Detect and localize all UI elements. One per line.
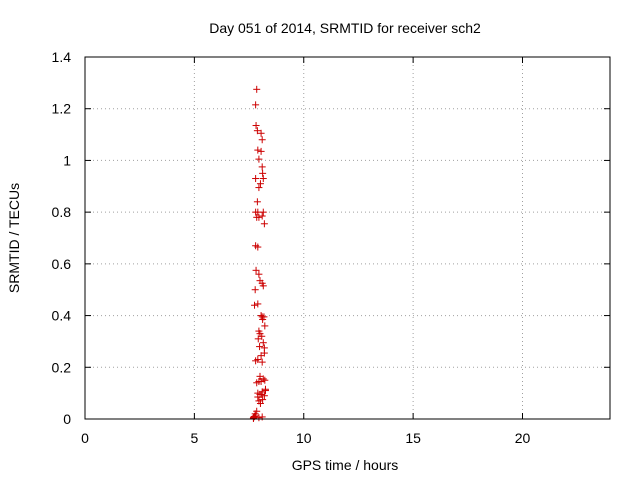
data-point [251,286,259,294]
data-point [254,300,262,308]
data-point [258,212,266,220]
data-point [252,122,260,130]
data-point [254,243,262,251]
y-tick-label: 0.4 [52,308,72,324]
data-point [252,266,260,274]
data-point [257,378,265,386]
data-point [255,213,263,221]
y-tick-label: 0.6 [52,256,72,272]
x-tick-label: 10 [296,430,312,446]
data-point [252,101,260,109]
data-point [259,175,267,183]
data-point [249,414,257,422]
data-point [258,332,266,340]
x-tick-label: 5 [190,430,198,446]
y-tick-label: 0.2 [52,359,72,375]
data-point [261,376,269,384]
grid [85,57,610,419]
data-point [257,129,265,137]
data-point [259,282,267,290]
y-tick-label: 1 [63,152,71,168]
data-point [258,358,266,366]
data-point [258,136,266,144]
data-point [253,85,261,93]
y-axis-label: SRMTID / TECUs [6,183,22,293]
x-tick-label: 0 [81,430,89,446]
x-tick-label: 15 [405,430,421,446]
data-points [249,85,269,422]
data-point [254,146,262,154]
axis-ticks: 0 5 10 15 20 0 0.2 0.4 0.6 0.8 1 1.2 1.4 [52,49,610,446]
data-point [258,163,266,171]
data-point [258,390,266,398]
data-point [259,315,267,323]
data-point [261,387,269,395]
y-tick-label: 1.4 [52,49,72,65]
x-tick-label: 20 [515,430,531,446]
data-point [261,322,269,330]
data-point [256,343,264,351]
data-point [252,357,260,365]
y-tick-label: 0.8 [52,204,72,220]
data-point [254,393,262,401]
data-point [259,396,267,404]
plot-frame [84,56,611,420]
x-axis-label: GPS time / hours [292,457,399,473]
chart-title: Day 051 of 2014, SRMTID for receiver sch… [209,20,481,36]
data-point [255,155,263,163]
data-point [255,270,263,278]
data-point [255,184,263,192]
y-tick-label: 0 [63,411,71,427]
data-point [259,339,267,347]
data-point [257,147,265,155]
data-point [255,397,263,405]
data-point [260,349,268,357]
data-point [252,175,260,183]
data-point [251,301,259,309]
data-point [260,220,268,228]
y-tick-label: 1.2 [52,101,72,117]
data-point [259,208,267,216]
data-point [253,407,261,415]
data-point [259,169,267,177]
data-point [255,414,263,422]
data-point [257,312,265,320]
data-point [256,180,264,188]
data-point [253,127,261,135]
data-point [253,198,261,206]
